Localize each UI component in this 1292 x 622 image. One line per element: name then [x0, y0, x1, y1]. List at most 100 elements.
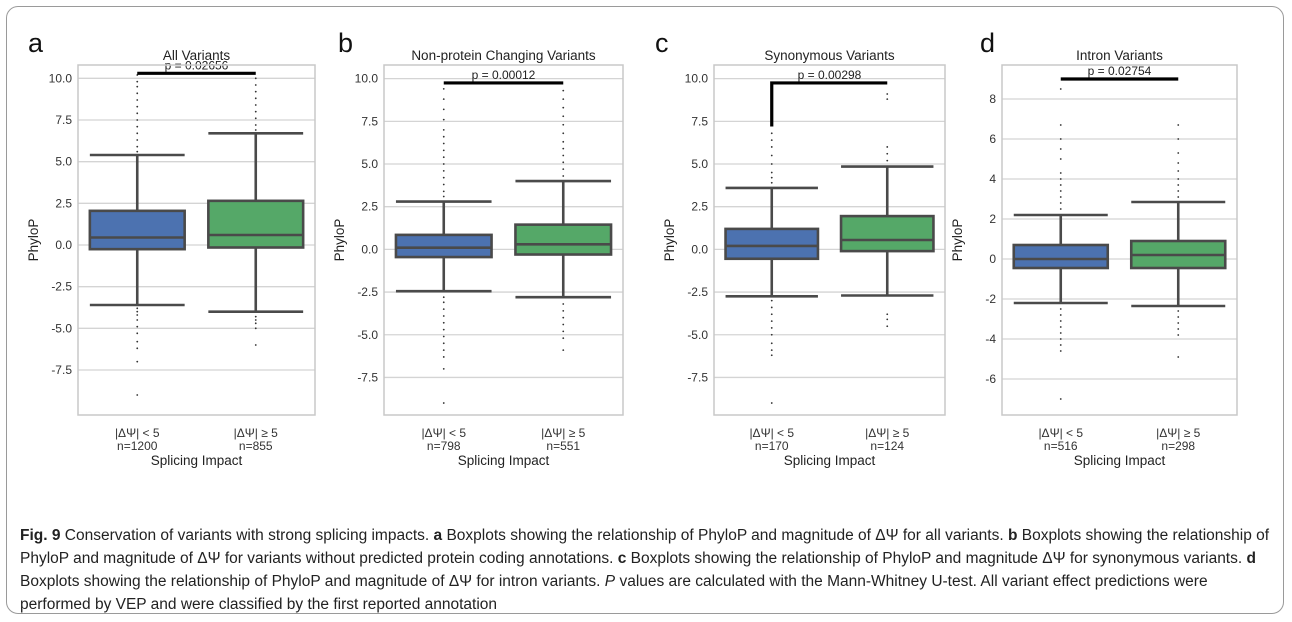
flier-point	[1059, 326, 1062, 328]
x-tick-label: |ΔΨ| ≥ 5	[234, 426, 279, 440]
x-tick-label: |ΔΨ| < 5	[749, 426, 794, 440]
flier-point	[770, 132, 773, 135]
flier-point	[442, 356, 445, 358]
flier-point	[1177, 196, 1180, 198]
flier-point	[886, 313, 889, 316]
flier-point	[770, 313, 773, 316]
box-body	[839, 214, 935, 253]
flier-point	[136, 332, 139, 335]
y-tick-label: 10.0	[49, 71, 73, 85]
flier-point	[136, 314, 139, 316]
flier-point	[1059, 124, 1062, 126]
flier-point	[254, 327, 257, 330]
y-axis-label: PhyloP	[950, 219, 965, 262]
flier-point	[1059, 184, 1062, 186]
caption-fig-label: Fig. 9	[20, 527, 61, 544]
axes-frame	[713, 64, 946, 416]
flier-point	[442, 321, 445, 324]
flier-point	[1059, 172, 1062, 174]
flier-point	[136, 307, 139, 310]
flier-point	[1059, 308, 1062, 310]
flier-point	[770, 342, 773, 345]
y-tick-label: 0.0	[691, 242, 708, 256]
x-tick-n-label: n=298	[1161, 439, 1195, 453]
axes-frame	[77, 64, 316, 416]
flier-point	[562, 89, 565, 92]
flier-point	[136, 125, 139, 128]
flier-point	[562, 132, 565, 135]
flier-point	[254, 319, 257, 321]
flier-point	[562, 303, 565, 305]
flier-point	[1059, 196, 1062, 198]
flier-point	[562, 147, 565, 150]
y-tick-label: -5.0	[687, 328, 708, 342]
figure-caption: Fig. 9 Conservation of variants with str…	[20, 524, 1270, 616]
flier-point	[562, 309, 565, 312]
caption-p-italic: P	[604, 573, 616, 590]
flier-point	[1177, 152, 1180, 154]
panel-letter: c	[655, 28, 669, 58]
flier-point	[442, 149, 445, 152]
flier-point	[136, 360, 139, 363]
flier-point	[1059, 332, 1062, 334]
flier-point	[770, 139, 773, 142]
y-tick-label: 2	[989, 212, 996, 226]
flier-point	[136, 80, 139, 83]
flier-point	[770, 171, 773, 174]
y-tick-label: 5.0	[361, 157, 378, 171]
significance-bracket	[770, 81, 888, 127]
flier-point	[136, 92, 139, 95]
flier-point	[770, 354, 773, 357]
x-axis-label: Splicing Impact	[458, 453, 550, 468]
figure-frame	[6, 6, 1284, 614]
flier-point	[1177, 322, 1180, 324]
flier-point	[1059, 148, 1062, 150]
flier-point	[442, 183, 445, 186]
flier-point	[136, 112, 139, 115]
flier-point	[442, 402, 445, 404]
flier-point	[1177, 138, 1180, 140]
flier-point	[254, 344, 257, 346]
flier-point	[562, 323, 565, 326]
x-tick-label: |ΔΨ| ≥ 5	[1156, 426, 1201, 440]
box-body	[514, 223, 613, 256]
y-tick-label: 7.5	[691, 114, 708, 128]
flier-point	[1177, 178, 1180, 180]
flier-point	[1059, 202, 1062, 204]
y-tick-label: -7.5	[357, 370, 378, 384]
flier-point	[886, 93, 889, 95]
flier-point	[136, 105, 139, 108]
flier-point	[442, 135, 445, 138]
y-tick-label: 8	[989, 92, 996, 106]
flier-point	[136, 310, 139, 313]
y-tick-label: 10.0	[685, 72, 709, 86]
flier-point	[770, 306, 773, 309]
panel-title: Intron Variants	[1076, 48, 1163, 63]
flier-point	[770, 320, 773, 322]
box-body	[724, 227, 820, 261]
flier-point	[562, 161, 565, 164]
panel-letter: b	[338, 28, 353, 58]
flier-point	[136, 132, 139, 135]
flier-point	[770, 154, 773, 157]
x-tick-n-label: n=124	[870, 439, 904, 453]
flier-point	[886, 318, 889, 321]
flier-point	[1059, 350, 1062, 352]
p-value-label: p = 0.00012	[472, 68, 536, 82]
flier-point	[136, 394, 139, 396]
flier-point	[886, 159, 889, 162]
flier-point	[562, 337, 565, 340]
flier-point	[770, 146, 773, 148]
flier-point	[886, 98, 889, 101]
flier-point	[1177, 316, 1180, 318]
y-tick-label: 6	[989, 132, 996, 146]
x-tick-n-label: n=1200	[117, 439, 158, 453]
flier-point	[136, 340, 139, 343]
flier-point	[1177, 328, 1180, 330]
caption-tail: values are calculated with the Mann-Whit…	[20, 573, 1208, 613]
y-tick-label: 4	[989, 172, 996, 186]
flier-point	[136, 139, 139, 141]
panel-title: All Variants	[163, 48, 231, 63]
x-tick-label: |ΔΨ| ≥ 5	[865, 426, 910, 440]
flier-point	[886, 146, 889, 148]
